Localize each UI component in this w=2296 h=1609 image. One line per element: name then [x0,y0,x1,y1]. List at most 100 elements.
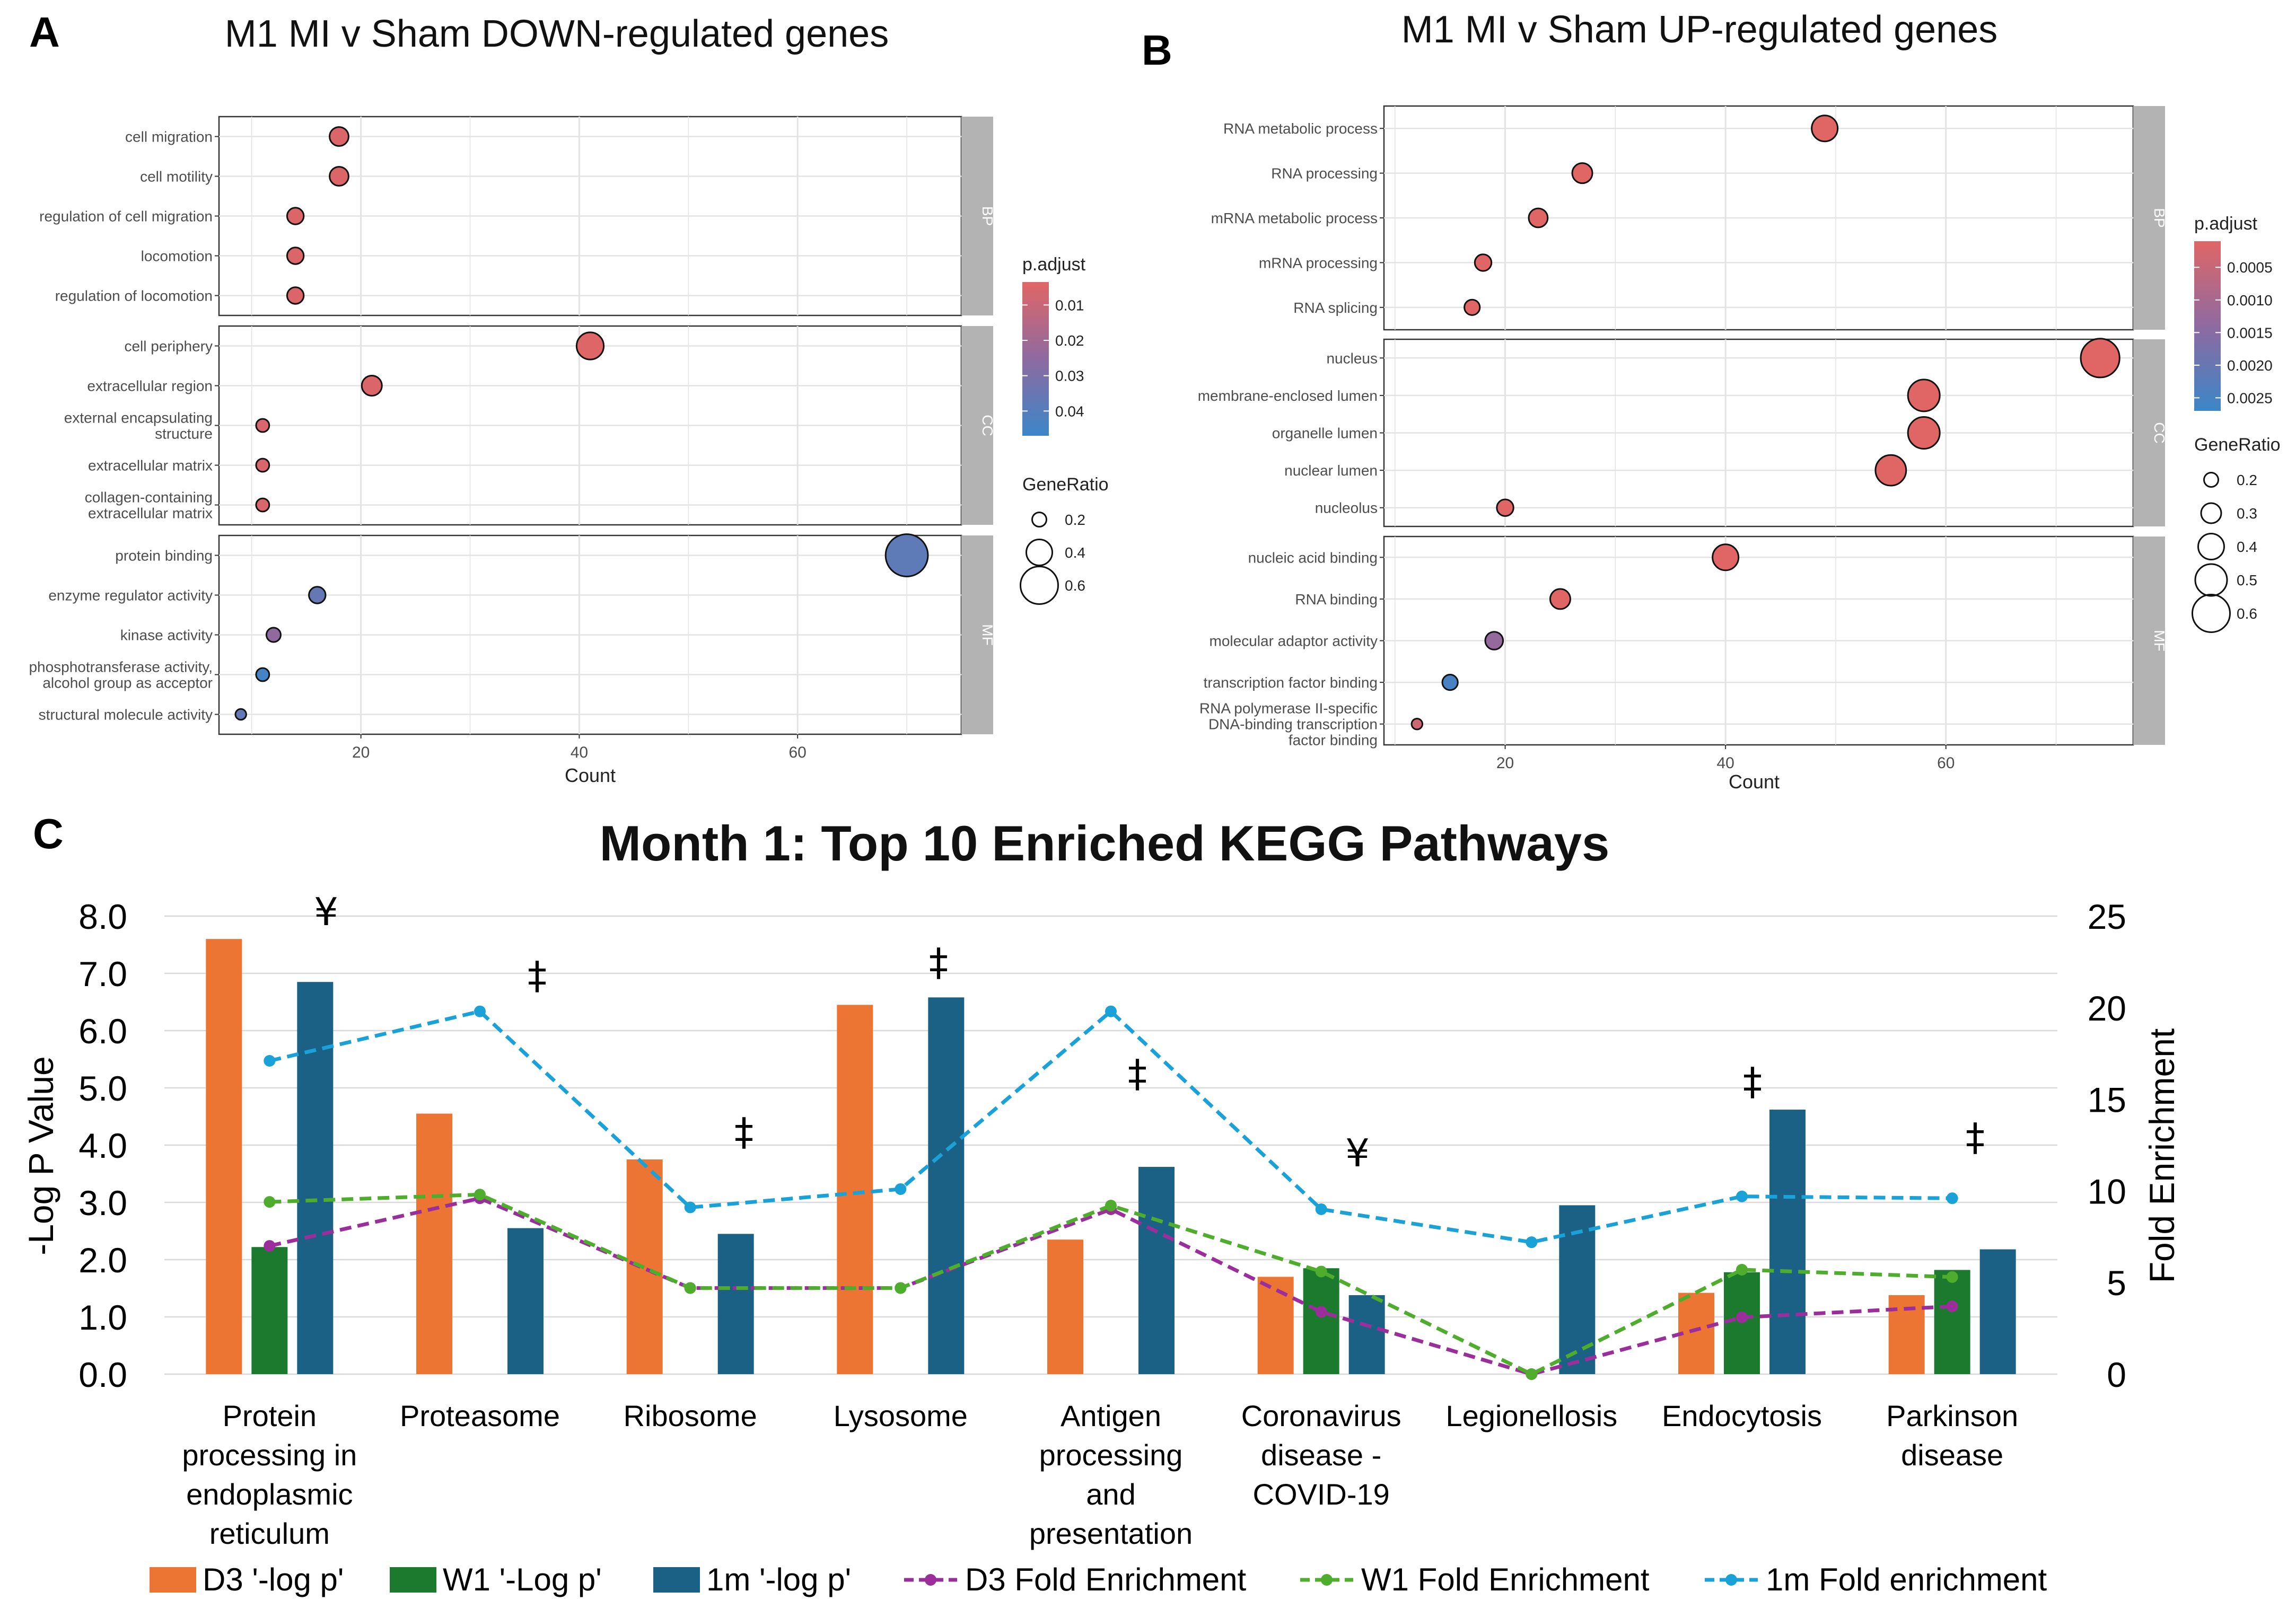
bar [928,997,965,1374]
term-label: RNA polymerase II-specific [1199,700,1378,717]
term-label: kinase activity [120,627,213,644]
data-point [1410,718,1424,731]
y-right-tick-label: 20 [2088,989,2126,1028]
category-label: Coronavirus [1241,1399,1401,1432]
legend-size-key [2197,533,2225,560]
colorbar-tick-label: 0.0025 [2227,390,2273,406]
legend-size-label: 0.5 [2237,572,2257,588]
bar [297,982,334,1374]
legend-label: D3 Fold Enrichment [965,1562,1247,1597]
term-label: membrane-enclosed lumen [1198,388,1378,404]
term-label: extracellular matrix [88,505,213,522]
term-label: RNA processing [1271,165,1378,182]
legend-size-key [2200,502,2222,524]
line-marker [1315,1306,1327,1318]
line-marker [1315,1203,1327,1215]
panel-b-legend: p.adjust 0.0005 0.0010 0.0015 0.0020 0.0025 Ge… [2192,214,2281,633]
line-marker [895,1183,907,1195]
data-point [286,247,305,265]
series-line [269,1196,1952,1376]
term-label: extracellular region [87,378,213,394]
panel-b-letter: B [1142,27,1172,74]
legend-size-key [1031,512,1047,527]
significance-annotation: ‡ [528,953,547,998]
data-point [1549,588,1571,610]
legend-size-label: 0.2 [1065,512,1085,528]
data-point [255,458,270,473]
term-label: mRNA processing [1259,254,1378,271]
significance-annotation: ‡ [734,1110,753,1154]
facet-strip-label: MF [979,624,996,645]
x-tick-label: 60 [788,744,806,761]
legend-label: 1m Fold enrichment [1766,1562,2047,1597]
legend-size-label: 0.6 [2237,605,2257,622]
line-marker [1946,1300,1958,1313]
term-label: RNA splicing [1293,300,1378,316]
line-marker [264,1196,276,1208]
legend-size-title: GeneRatio [1022,474,1109,495]
panel-b-title: M1 MI v Sham UP-regulated genes [1401,8,1998,51]
term-label: organelle lumen [1272,425,1378,442]
x-tick-label: 40 [571,744,588,761]
data-point [255,667,270,682]
y-left-tick-label: 3.0 [78,1183,127,1223]
legend-colorbar [1022,282,1049,436]
data-point [286,207,305,225]
category-label: Protein [223,1399,317,1432]
term-label: extracellular matrix [88,458,213,474]
y-left-tick-label: 0.0 [78,1355,127,1394]
colorbar-tick-label: 0.0015 [2227,324,2273,341]
bar [1138,1167,1175,1374]
line-marker [1736,1190,1748,1202]
legend-size-key [1026,539,1053,566]
data-point [329,126,349,147]
term-label: nucleolus [1315,500,1378,516]
category-label: Ribosome [624,1399,757,1432]
facet-strip-label: BP [979,206,996,226]
panel-c-ylabel-left: -Log P Value [21,1056,60,1255]
term-label: locomotion [141,248,213,265]
y-left-tick-label: 1.0 [78,1298,127,1337]
panel-c-legend: D3 '-log p' W1 '-Log p' 1m '-log p' D3 Fold… [150,1562,2047,1597]
colorbar-tick-label: 0.0020 [2227,357,2273,374]
line-marker [1946,1192,1958,1204]
colorbar-tick-label: 0.03 [1055,368,1084,384]
legend-colorbar [2194,241,2221,411]
y-left-tick-label: 4.0 [78,1126,127,1165]
term-label: protein binding [115,548,213,564]
y-left-tick-label: 7.0 [78,954,127,993]
category-label: Endocytosis [1662,1399,1822,1432]
y-left-tick-label: 8.0 [78,897,127,936]
data-point [1528,207,1549,228]
bar [507,1228,544,1374]
term-label: cell motility [140,169,213,185]
facet-strip [961,326,993,525]
significance-annotation: ¥ [1345,1131,1370,1175]
legend-size-label: 0.3 [2237,505,2257,522]
panel-b-plot: RNA metabolic process RNA processing mRNA … [1198,105,2168,772]
facet-strip [961,117,993,315]
term-label: nucleic acid binding [1248,549,1378,566]
data-point [575,331,605,361]
panel-a-legend: p.adjust 0.01 0.02 0.03 0.04 GeneRatio 0.2 0.4 0… [1020,254,1109,605]
category-label: Antigen [1061,1399,1161,1432]
bar [1769,1110,1806,1374]
x-tick-label: 60 [1937,754,1955,772]
y-left-tick-label: 5.0 [78,1069,127,1108]
colorbar-tick-label: 0.0005 [2227,259,2273,276]
line-marker [1105,1005,1117,1017]
data-point [1496,498,1514,517]
legend-marker [1321,1574,1333,1586]
data-point [1484,631,1504,650]
panel-c-ylabel-right: Fold Enrichment [2142,1028,2181,1283]
data-point [286,286,305,305]
y-left-tick-label: 2.0 [78,1241,127,1280]
term-label: transcription factor binding [1204,674,1378,691]
significance-annotation: ¥ [314,890,338,934]
bar [206,939,242,1374]
data-point [1571,162,1593,184]
panel-c-letter: C [33,810,64,857]
y-right-tick-label: 15 [2088,1080,2126,1120]
data-point [1874,454,1907,487]
data-point [1907,379,1941,412]
